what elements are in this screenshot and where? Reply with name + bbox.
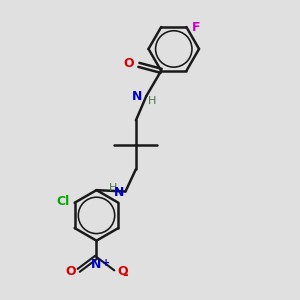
- Text: Cl: Cl: [56, 195, 69, 208]
- Text: H: H: [147, 96, 156, 106]
- Text: +: +: [102, 259, 110, 269]
- Text: O: O: [124, 57, 134, 70]
- Text: N: N: [114, 187, 124, 200]
- Text: F: F: [192, 21, 200, 34]
- Text: N: N: [91, 259, 102, 272]
- Text: O: O: [117, 266, 128, 278]
- Text: N: N: [132, 90, 143, 103]
- Text: -: -: [122, 268, 128, 282]
- Text: O: O: [65, 266, 76, 278]
- Text: H: H: [109, 183, 117, 193]
